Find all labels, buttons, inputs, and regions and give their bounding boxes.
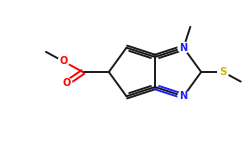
Circle shape xyxy=(178,42,189,53)
Text: O: O xyxy=(60,56,68,66)
Circle shape xyxy=(58,56,69,67)
Text: S: S xyxy=(220,67,227,77)
Text: N: N xyxy=(180,91,188,101)
Text: N: N xyxy=(180,43,188,53)
Circle shape xyxy=(178,91,189,102)
Circle shape xyxy=(61,78,72,89)
Text: O: O xyxy=(62,78,70,88)
Circle shape xyxy=(218,66,229,78)
